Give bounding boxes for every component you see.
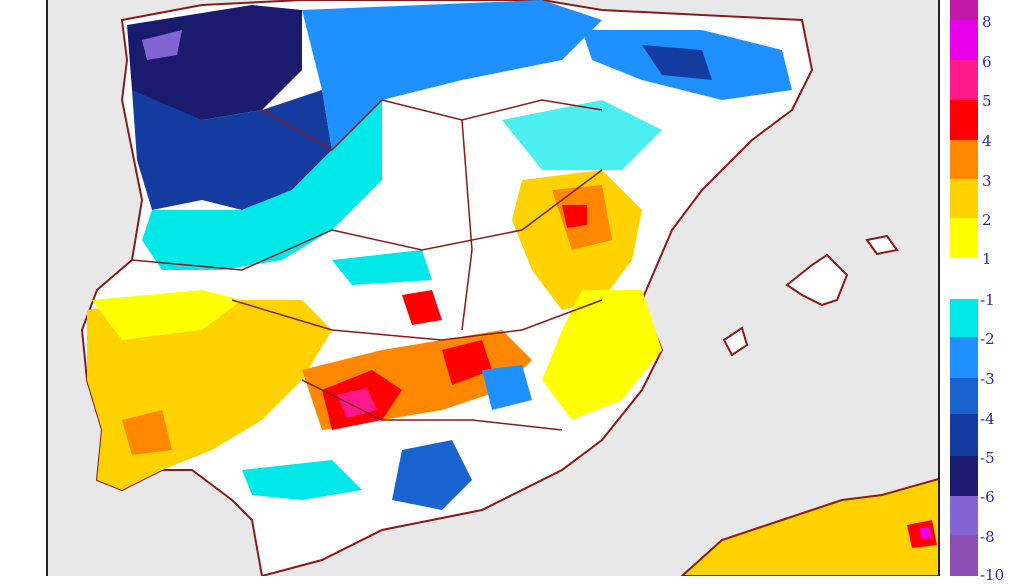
legend-label: 8 — [982, 13, 992, 31]
legend-swatch-neg8 — [950, 535, 978, 576]
legend-swatch-8 — [950, 0, 978, 20]
legend-label: -3 — [980, 370, 995, 388]
island-ibiza — [722, 326, 749, 357]
anomaly-cold-andalusia-pale — [242, 460, 362, 500]
left-margin — [0, 0, 46, 576]
anomaly-cold-andalusia-blue — [392, 440, 472, 510]
legend-label: -6 — [980, 488, 995, 506]
anomaly-warm-southwest-yellow — [92, 290, 242, 340]
anomaly-warm-la-mancha-red — [442, 340, 492, 385]
legend-label: -1 — [980, 291, 995, 309]
legend-label: 3 — [982, 172, 992, 190]
legend-swatch-4 — [950, 100, 978, 140]
map-canvas — [80, 0, 938, 576]
legend-label: -8 — [980, 528, 995, 546]
legend: 8 6 5 4 3 2 1 -1 -2 -3 -4 -5 -6 -8 -10 — [942, 0, 1024, 583]
anomaly-warm-toledo-red — [402, 290, 442, 325]
anomaly-cold-granada — [482, 365, 532, 410]
legend-swatch-1 — [950, 218, 978, 258]
legend-label: -2 — [980, 330, 995, 348]
legend-swatch-neg6 — [950, 496, 978, 535]
anomaly-cold-ebro-pale — [502, 100, 662, 170]
north-africa-coast — [680, 478, 938, 576]
legend-swatch-3 — [950, 140, 978, 179]
anomaly-warm-portugal-orange — [122, 410, 172, 455]
anomaly-cold-north-pale — [142, 100, 382, 270]
legend-label: 5 — [982, 92, 992, 110]
legend-swatch-6 — [950, 20, 978, 60]
legend-label: 1 — [982, 250, 992, 268]
province-borders — [131, 99, 603, 431]
anomaly-cold-pyrenees-deep — [642, 45, 712, 80]
island-menorca — [865, 234, 899, 256]
legend-swatch-neg1 — [950, 299, 978, 337]
legend-swatch-5 — [950, 60, 978, 100]
legend-swatch-neg4 — [950, 414, 978, 456]
legend-swatch-neg2 — [950, 337, 978, 378]
anomaly-cold-north-blue — [302, 0, 602, 150]
legend-label: 4 — [982, 132, 992, 150]
legend-label: -10 — [980, 566, 1005, 584]
island-mallorca — [785, 253, 849, 307]
anomaly-cold-central-pale — [332, 250, 432, 285]
legend-label: -5 — [980, 449, 995, 467]
legend-swatch-neg3 — [950, 378, 978, 414]
anomaly-warm-east-red — [562, 205, 587, 228]
anomaly-warm-center-magenta — [337, 388, 377, 418]
legend-swatch-2 — [950, 179, 978, 218]
anomaly-cold-galicia-violet — [142, 30, 182, 60]
legend-label: 2 — [982, 211, 992, 229]
anomaly-warm-levante — [542, 290, 662, 420]
legend-swatch-neg5 — [950, 456, 978, 496]
north-africa-magenta-spot — [920, 527, 931, 539]
anomaly-map — [46, 0, 940, 576]
legend-label: -4 — [980, 410, 995, 428]
anomaly-cold-northwest — [132, 90, 332, 210]
legend-label: 6 — [982, 53, 992, 71]
